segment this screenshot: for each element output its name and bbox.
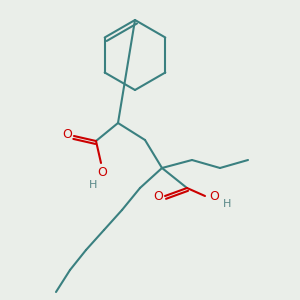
Text: H: H (223, 199, 231, 209)
Text: O: O (209, 190, 219, 203)
Text: O: O (62, 128, 72, 142)
Text: O: O (97, 167, 107, 179)
Text: H: H (89, 180, 97, 190)
Text: O: O (153, 190, 163, 202)
